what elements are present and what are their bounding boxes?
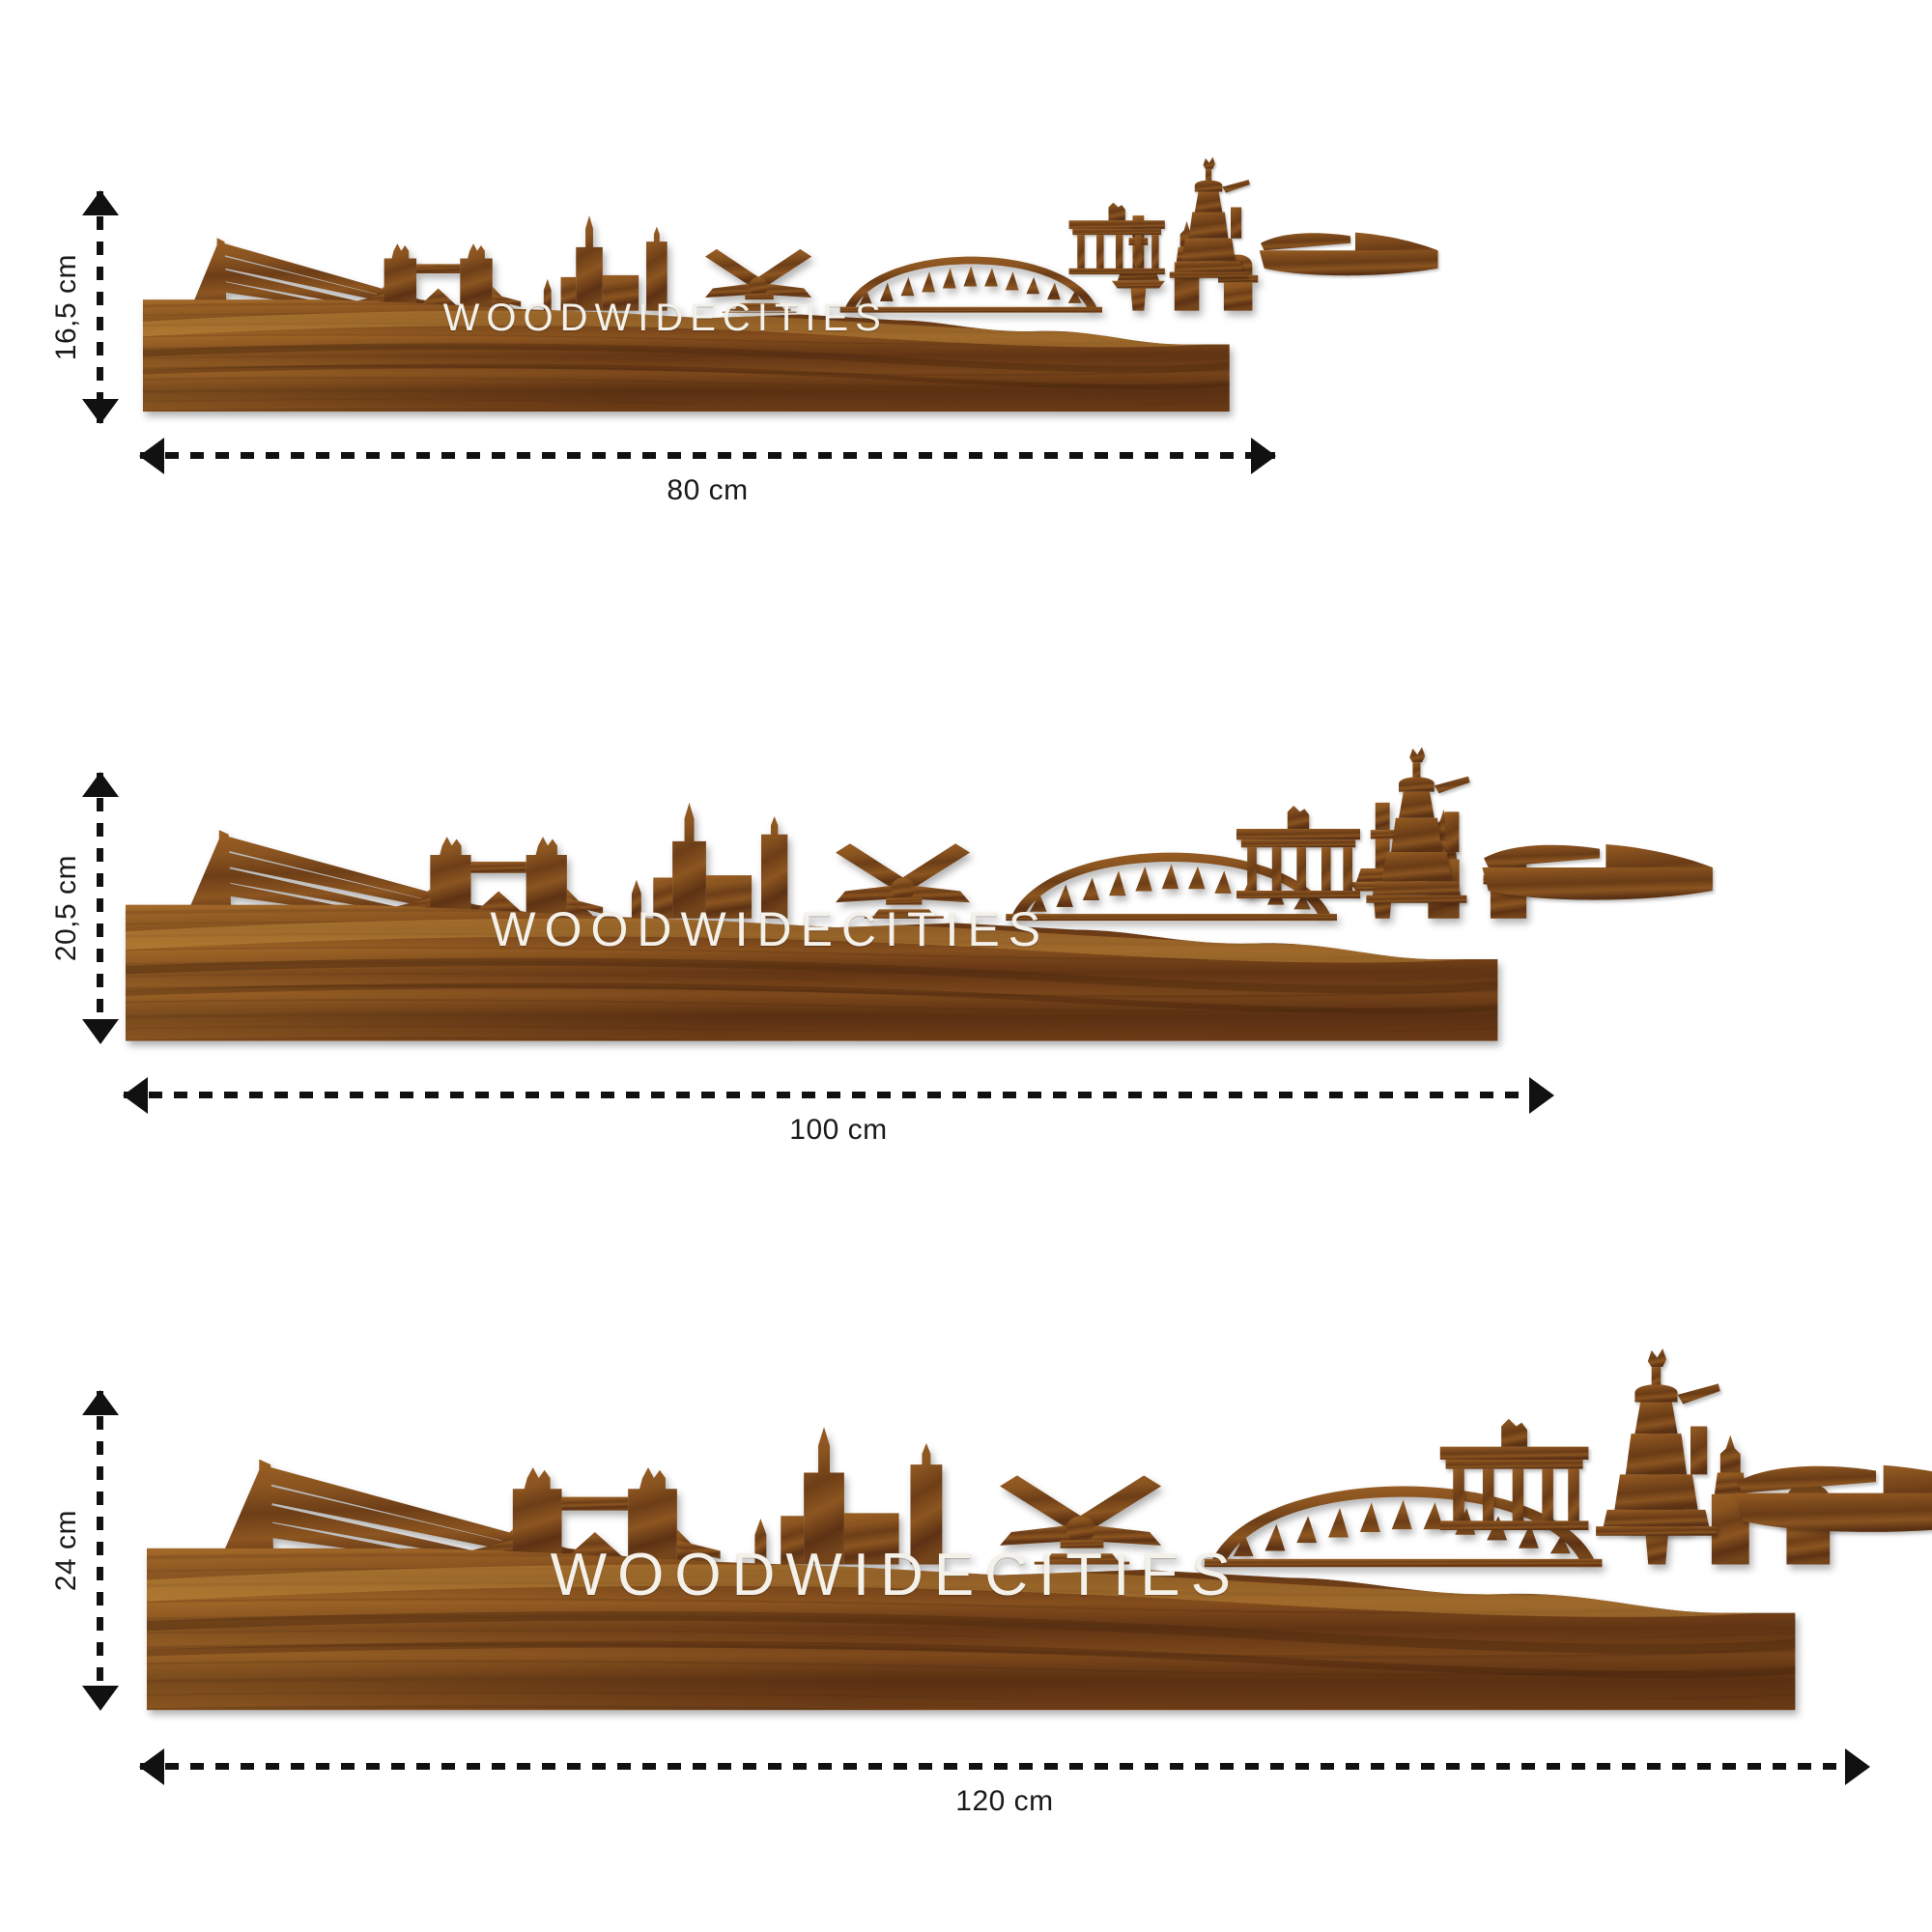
- windmill: [705, 248, 812, 313]
- width-dimension-label-small: 80 cm: [667, 474, 749, 506]
- width-dimension-label-medium: 100 cm: [789, 1114, 888, 1146]
- skyline-artwork-large: [221, 1427, 1839, 1581]
- small-church-spire: [754, 1519, 767, 1565]
- arrow-left-icon-small: [139, 437, 164, 474]
- width-dimension-medium: 100 cm: [123, 1076, 1554, 1147]
- tower-bridge: [394, 837, 604, 917]
- church-tower: [910, 1442, 943, 1565]
- skyline-plank-small: [142, 299, 1230, 412]
- height-dimension-small: 16,5 cm: [50, 190, 119, 424]
- erasmus-bridge: [187, 830, 620, 932]
- height-dimension-line-medium: [81, 772, 119, 1044]
- arrow-up-icon-small: [81, 190, 119, 215]
- truss-arch-bridge: [1204, 1486, 1603, 1568]
- height-dimension-label-small: 16,5 cm: [50, 253, 82, 361]
- small-church-spire: [631, 879, 641, 919]
- arrow-down-icon-medium: [81, 1019, 119, 1044]
- cathedral-spire: [781, 1427, 899, 1565]
- skyline-board-small[interactable]: WOODWIDECITIES: [135, 189, 1275, 413]
- height-dimension-label-medium: 20,5 cm: [50, 854, 82, 962]
- cathedral-spire: [560, 215, 639, 311]
- height-dimension-medium: 20,5 cm: [50, 772, 119, 1044]
- truss-arch-bridge: [839, 256, 1103, 313]
- arrow-left-icon-large: [139, 1747, 164, 1785]
- erasmus-bridge: [221, 1459, 741, 1581]
- height-dimension-label-large: 24 cm: [50, 1509, 82, 1592]
- tower-bridge: [355, 243, 522, 309]
- height-dimension-line-small: [81, 190, 119, 424]
- church-tower: [646, 226, 668, 311]
- skyline-board-medium[interactable]: WOODWIDECITIES: [116, 771, 1555, 1043]
- arrow-up-icon-medium: [81, 772, 119, 797]
- windmill: [836, 843, 971, 919]
- height-dimension-large: 24 cm: [50, 1390, 119, 1711]
- arrow-right-icon-small: [1251, 437, 1276, 474]
- skyline-plank-large: [146, 1548, 1796, 1711]
- width-dimension-line-small: [139, 437, 1276, 474]
- cathedral-spire: [653, 802, 753, 919]
- arrow-right-icon-large: [1845, 1747, 1870, 1785]
- width-dimension-large: 120 cm: [139, 1747, 1870, 1818]
- church-tower: [761, 816, 788, 919]
- windmill: [1000, 1475, 1162, 1565]
- product-size-large: 24 cm: [0, 1294, 1932, 1932]
- product-size-medium: 20,5 cm: [0, 599, 1932, 1179]
- arrow-down-icon-small: [81, 399, 119, 424]
- product-size-small: 16,5 cm: [0, 0, 1932, 541]
- width-dimension-small: 80 cm: [139, 437, 1276, 507]
- height-dimension-line-large: [81, 1390, 119, 1711]
- arrow-right-icon-medium: [1529, 1076, 1554, 1114]
- width-dimension-line-large: [139, 1747, 1870, 1785]
- erasmus-bridge: [192, 238, 534, 323]
- arrow-left-icon-medium: [123, 1076, 148, 1114]
- arrow-down-icon-large: [81, 1686, 119, 1711]
- arrow-up-icon-large: [81, 1390, 119, 1415]
- width-dimension-label-large: 120 cm: [955, 1785, 1054, 1817]
- width-dimension-line-medium: [123, 1076, 1554, 1114]
- skyline-plank-medium: [125, 904, 1498, 1041]
- skyline-board-large[interactable]: WOODWIDECITIES: [135, 1389, 1864, 1713]
- small-church-spire: [543, 278, 552, 311]
